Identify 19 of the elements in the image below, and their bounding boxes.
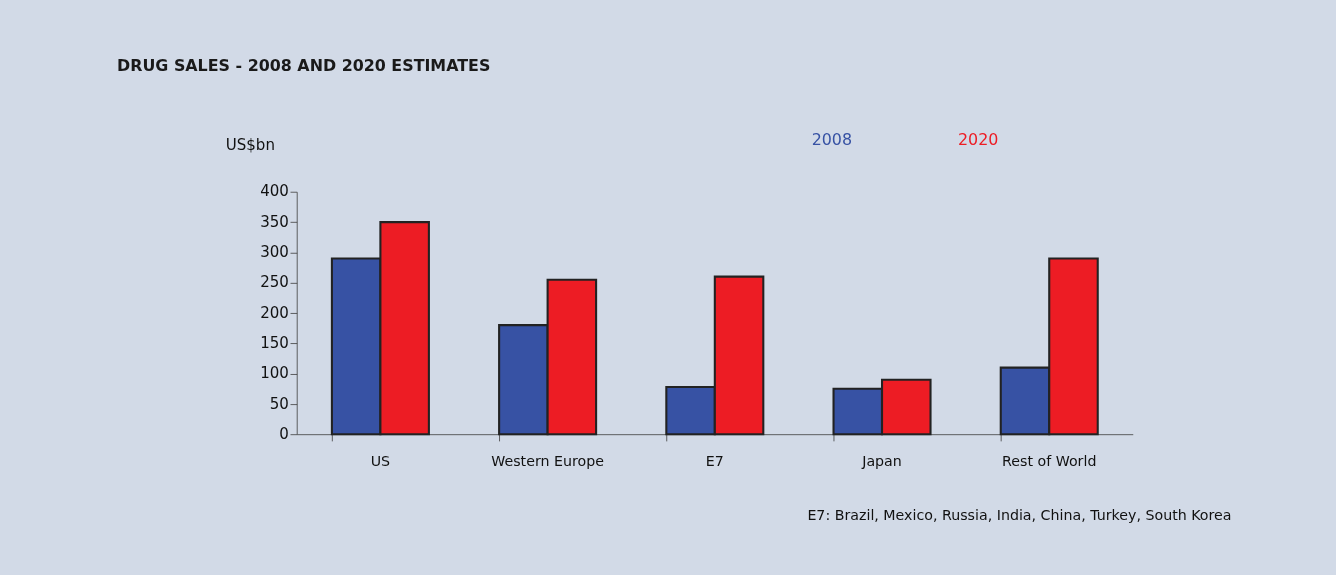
y-axis-title: US$bn [225, 136, 275, 154]
y-tick-label: 100 [260, 364, 289, 383]
y-tick-label: 300 [260, 243, 289, 262]
text: 2020 [957, 129, 999, 149]
chart-title: DRUG SALES - 2008 AND 2020 ESTIMATES [117, 55, 491, 75]
y-tick-label: 50 [269, 394, 289, 413]
y-tick-label: 400 [260, 182, 289, 201]
x-tick-label: E7 [705, 452, 724, 469]
text: E7: Brazil, Mexico, Russia, India, China, Turkey, South Korea [807, 507, 1232, 524]
y-tick-label: 250 [260, 273, 289, 292]
x-tick-label: Rest of World [1002, 452, 1097, 469]
x-tick-label: Japan [861, 452, 902, 469]
y-tick-label: 350 [260, 212, 289, 231]
y-tick-label: 200 [260, 303, 289, 322]
x-tick-label: Western Europe [491, 452, 604, 469]
text: 2008 [811, 129, 853, 149]
x-tick-label: US [370, 452, 391, 469]
y-tick-label: 150 [260, 333, 289, 352]
y-tick-label: 0 [279, 424, 289, 443]
